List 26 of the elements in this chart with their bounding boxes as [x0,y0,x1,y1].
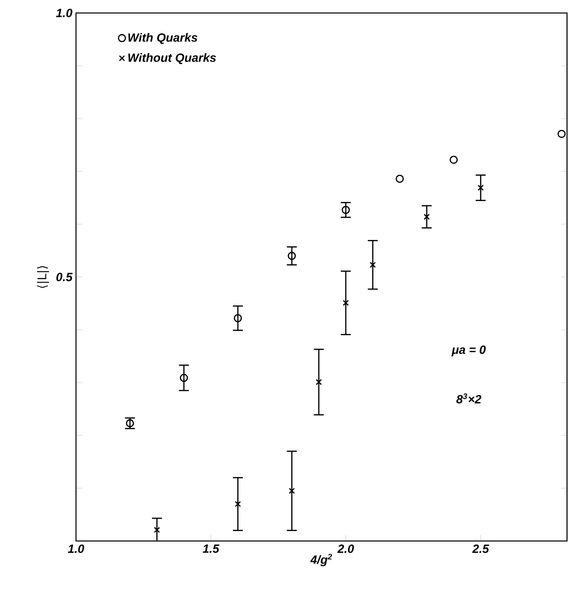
y-axis-title: ⟨|L|⟩ [37,266,50,288]
x-tick-label: 1.0 [68,544,84,553]
point [396,174,404,183]
point [370,262,376,268]
x-tick-label: 2.0 [337,544,354,553]
annotation: μa = 0 [451,346,486,356]
point [288,252,296,260]
legend-label: Without Quarks [128,53,216,64]
point [478,184,484,191]
point [180,374,188,382]
annotation: 8$^{3}$×2 [456,393,482,404]
point [234,314,242,322]
y-tick-label: 0.5 [56,272,73,282]
point [154,526,160,533]
point [234,500,241,508]
x-axis-title: 4/g$^{2}$ [310,554,332,566]
point [342,300,349,306]
x-tick-label: 2.5 [472,544,490,553]
point [558,130,566,138]
point [450,156,458,164]
point [316,379,322,386]
point [342,206,350,214]
legend-label: With Quarks [128,33,198,44]
x-tick-label: 1.5 [202,544,220,553]
point [288,488,295,494]
point [424,214,430,220]
